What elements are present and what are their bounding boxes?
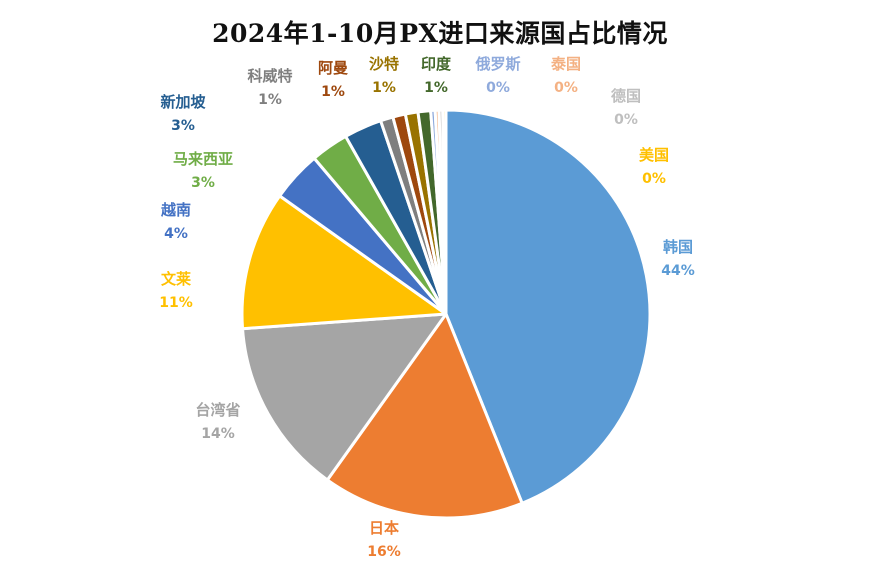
pie-slice-1 bbox=[325, 312, 524, 520]
slice-name-label: 俄罗斯 bbox=[474, 55, 520, 73]
slice-percent-label: 0% bbox=[614, 112, 638, 128]
data-label-10: 印度 1% bbox=[421, 55, 452, 96]
slice-name-label: 德国 bbox=[611, 87, 641, 105]
slice-percent-label: 1% bbox=[321, 84, 345, 100]
slice-name-label: 阿曼 bbox=[318, 59, 348, 77]
data-label-4: 越南 4% bbox=[160, 201, 191, 242]
slice-name-label: 越南 bbox=[160, 201, 191, 219]
slice-name-label: 韩国 bbox=[663, 238, 693, 256]
data-label-2: 台湾省 14% bbox=[195, 401, 240, 442]
slice-percent-label: 1% bbox=[372, 80, 396, 96]
data-label-1: 日本 16% bbox=[367, 519, 401, 560]
pie-slice-0 bbox=[444, 108, 652, 505]
data-label-6: 新加坡 3% bbox=[160, 93, 205, 134]
slice-percent-label: 14% bbox=[201, 426, 235, 442]
data-label-12: 泰国 0% bbox=[550, 55, 581, 96]
slice-name-label: 印度 bbox=[421, 55, 452, 73]
pie-slice-2 bbox=[241, 312, 448, 482]
data-label-11: 俄罗斯 0% bbox=[474, 55, 520, 96]
data-label-5: 马来西亚 3% bbox=[173, 150, 233, 191]
slice-percent-label: 44% bbox=[661, 263, 695, 279]
slice-percent-label: 0% bbox=[486, 80, 510, 96]
slice-percent-label: 4% bbox=[164, 226, 188, 242]
slice-name-label: 新加坡 bbox=[160, 93, 205, 111]
slice-name-label: 沙特 bbox=[369, 55, 399, 73]
slice-percent-label: 1% bbox=[424, 80, 448, 96]
slice-name-label: 马来西亚 bbox=[173, 150, 233, 168]
chart-title: 2024年1-10月PX进口来源国占比情况 bbox=[212, 19, 668, 48]
data-label-3: 文莱 11% bbox=[159, 270, 193, 311]
slice-name-label: 科威特 bbox=[247, 67, 292, 85]
pie-slice-14 bbox=[441, 108, 448, 316]
slice-percent-label: 0% bbox=[642, 171, 666, 187]
data-label-14: 美国 0% bbox=[639, 146, 669, 187]
slice-name-label: 日本 bbox=[369, 519, 399, 537]
slice-name-label: 美国 bbox=[639, 146, 669, 164]
data-label-7: 科威特 1% bbox=[247, 67, 292, 108]
data-label-8: 阿曼 1% bbox=[318, 59, 348, 100]
slice-percent-label: 0% bbox=[554, 80, 578, 96]
slice-percent-label: 1% bbox=[258, 92, 282, 108]
slice-name-label: 台湾省 bbox=[195, 401, 240, 419]
data-label-0: 韩国 44% bbox=[661, 238, 695, 279]
slice-name-label: 泰国 bbox=[550, 55, 581, 73]
slice-percent-label: 16% bbox=[367, 544, 401, 560]
slice-percent-label: 3% bbox=[171, 118, 195, 134]
data-label-9: 沙特 1% bbox=[369, 55, 399, 96]
slice-percent-label: 3% bbox=[191, 175, 215, 191]
data-label-13: 德国 0% bbox=[611, 87, 641, 128]
slice-percent-label: 11% bbox=[159, 295, 193, 311]
pie-slice-3 bbox=[240, 194, 448, 331]
slice-name-label: 文莱 bbox=[161, 270, 191, 288]
